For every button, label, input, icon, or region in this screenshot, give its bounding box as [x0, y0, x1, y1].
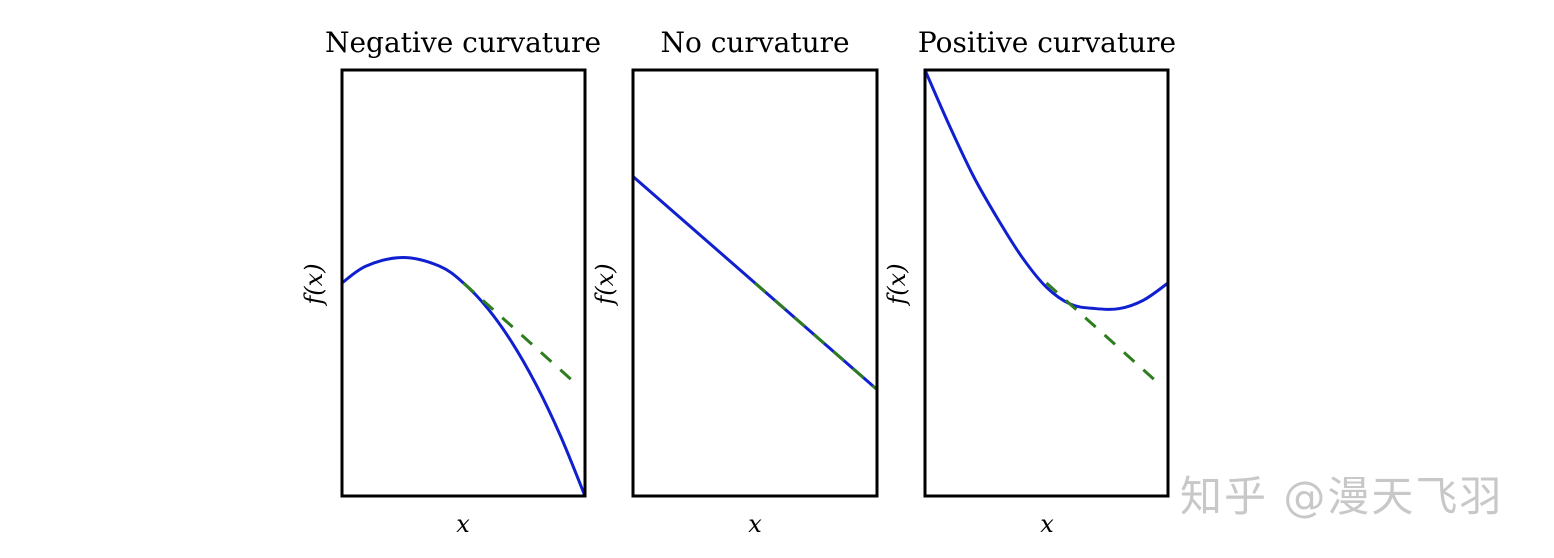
y-axis-label-none: f(x)	[591, 263, 619, 305]
axes-frame	[631, 68, 879, 498]
x-axis-label-none: x	[748, 510, 762, 538]
y-axis-label-positive: f(x)	[883, 263, 911, 305]
watermark: 知乎 @漫天飞羽	[1180, 472, 1504, 521]
tangent-line	[754, 281, 877, 391]
function-curve	[342, 255, 585, 496]
x-axis-label-positive: x	[1040, 510, 1054, 538]
axes-frame	[340, 68, 587, 498]
panel-negative	[340, 68, 587, 498]
panel-title-positive: Positive curvature	[917, 26, 1177, 59]
panel-title-none: No curvature	[660, 26, 850, 59]
panel-positive	[923, 68, 1170, 498]
function-curve	[925, 70, 1168, 311]
tangent-line	[1045, 281, 1157, 383]
panel-title-negative: Negative curvature	[324, 26, 602, 59]
x-axis-label-negative: x	[456, 510, 470, 538]
axes-frame	[923, 68, 1170, 498]
panel-none	[631, 68, 879, 498]
y-axis-label-negative: f(x)	[300, 263, 328, 305]
